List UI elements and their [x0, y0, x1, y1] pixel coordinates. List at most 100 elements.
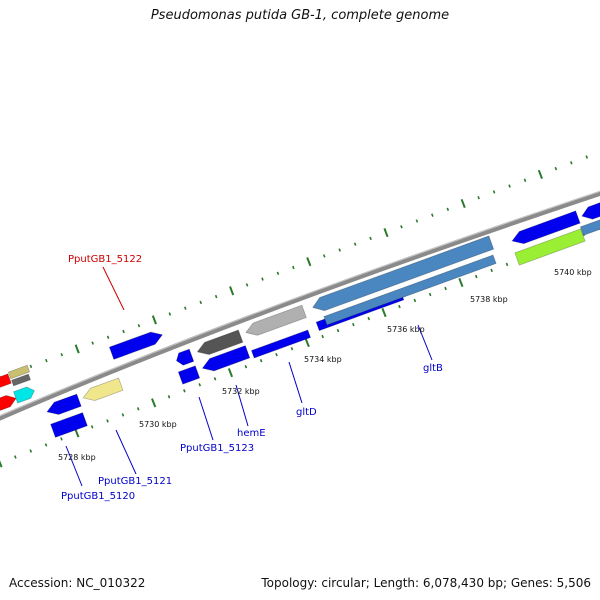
minor-tick — [292, 265, 295, 270]
minor-tick — [352, 322, 355, 327]
gene-blue-right[interactable] — [510, 210, 581, 247]
minor-tick — [183, 389, 186, 393]
gene-gltB-steel-1[interactable] — [310, 235, 495, 314]
minor-tick — [245, 283, 249, 287]
minor-tick — [198, 383, 202, 387]
gene-gltD[interactable] — [250, 329, 312, 359]
minor-tick — [14, 455, 17, 459]
minor-tick — [508, 184, 511, 188]
minor-tick — [369, 236, 372, 241]
gene-steel-2[interactable] — [323, 254, 497, 326]
gene-PputGB1_5122[interactable] — [0, 373, 12, 389]
tick-labels: 5728 kbp 5730 kbp 5732 kbp 5734 kbp 5736… — [58, 268, 592, 462]
major-tick — [460, 198, 466, 209]
tick-label: 5734 kbp — [304, 355, 342, 364]
minor-tick — [214, 294, 218, 299]
gene-label-gltD[interactable]: gltD — [296, 407, 317, 418]
gene-blue-1[interactable] — [108, 329, 164, 360]
gene-blue-4[interactable] — [174, 348, 195, 367]
gene-steel-edge[interactable] — [579, 216, 600, 236]
minor-tick — [90, 425, 94, 429]
minor-tick — [168, 312, 172, 316]
genome-backbone-highlight — [0, 190, 600, 417]
tick-label: 5728 kbp — [58, 453, 96, 462]
minor-tick — [29, 449, 33, 453]
major-tick — [0, 460, 3, 468]
minor-tick — [45, 358, 48, 363]
minor-tick — [367, 316, 371, 321]
minor-tick — [184, 306, 187, 310]
connector-gltD — [288, 361, 303, 404]
major-tick — [537, 169, 543, 179]
minor-tick — [428, 292, 432, 297]
minor-tick — [29, 364, 33, 369]
minor-tick — [167, 395, 171, 399]
minor-tick — [585, 155, 589, 159]
minor-tick — [60, 353, 64, 357]
minor-tick — [400, 225, 403, 229]
gene-khaki-small[interactable] — [7, 364, 31, 380]
gene-blue-3[interactable] — [50, 412, 88, 438]
connector-hemE — [235, 384, 249, 427]
tick-track-outer — [0, 155, 589, 383]
gene-label-PputGB1_5122[interactable]: PputGB1_5122 — [68, 254, 142, 265]
gene-hemE[interactable] — [177, 365, 201, 385]
minor-tick — [554, 166, 558, 171]
label-connectors — [65, 266, 433, 487]
gene-red-left-2[interactable] — [0, 393, 18, 414]
gene-silver[interactable] — [244, 304, 307, 338]
minor-tick — [415, 219, 419, 223]
minor-tick — [338, 248, 341, 252]
gene-label-PputGB1_5123[interactable]: PputGB1_5123 — [180, 443, 254, 454]
minor-tick — [276, 271, 280, 275]
minor-tick — [290, 347, 294, 351]
minor-tick — [261, 277, 264, 281]
minor-tick — [44, 443, 48, 447]
minor-tick — [570, 161, 573, 165]
major-tick — [227, 368, 234, 378]
tick-label: 5736 kbp — [387, 325, 425, 334]
major-tick — [381, 308, 387, 318]
major-tick — [74, 428, 80, 438]
gene-blue-5[interactable] — [200, 345, 251, 375]
major-tick — [458, 277, 464, 288]
page-title: Pseudomonas putida GB-1, complete genome — [150, 8, 450, 23]
gene-gray-small[interactable] — [11, 373, 31, 387]
gene-cyan[interactable] — [13, 385, 37, 404]
gene-gray-dark[interactable] — [195, 329, 244, 358]
minor-tick — [259, 359, 263, 363]
minor-tick — [523, 178, 527, 182]
major-tick — [383, 228, 389, 238]
gene-blue-edge[interactable] — [580, 199, 600, 222]
minor-tick — [492, 190, 496, 194]
gene-label-gltB[interactable]: gltB — [423, 363, 443, 374]
gene-blue-2[interactable] — [45, 393, 82, 418]
gene-label-PputGB1_5120[interactable]: PputGB1_5120 — [61, 491, 135, 502]
minor-tick — [446, 207, 450, 211]
minor-tick — [106, 335, 110, 339]
gene-lime[interactable] — [514, 228, 586, 266]
genome-summary-text: Topology: circular; Length: 6,078,430 bp… — [261, 576, 591, 590]
minor-tick — [136, 407, 140, 411]
gene-label-hemE[interactable]: hemE — [237, 428, 266, 439]
tick-label: 5738 kbp — [470, 295, 508, 304]
minor-tick — [505, 262, 509, 267]
major-tick — [229, 286, 235, 296]
minor-tick — [353, 242, 357, 246]
minor-tick — [322, 254, 326, 258]
minor-tick — [137, 324, 141, 328]
minor-tick — [474, 274, 478, 279]
minor-tick — [398, 304, 401, 309]
genome-backbone — [0, 190, 600, 421]
minor-tick — [431, 213, 434, 217]
accession-text: Accession: NC_010322 — [9, 576, 146, 590]
gene-label-PputGB1_5121[interactable]: PputGB1_5121 — [98, 476, 172, 487]
minor-tick — [91, 341, 94, 345]
major-tick — [306, 257, 312, 267]
connector-PputGB1_5120 — [65, 445, 83, 487]
gene-PputGB1_5120[interactable] — [81, 377, 124, 404]
tick-label: 5740 kbp — [554, 268, 592, 277]
connector-PputGB1_5121 — [115, 429, 137, 475]
minor-tick — [444, 286, 447, 291]
